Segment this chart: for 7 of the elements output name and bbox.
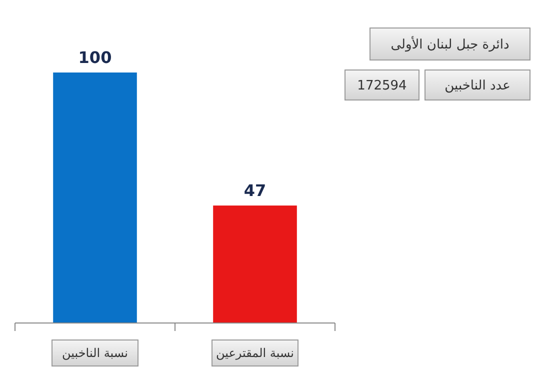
x-tick-label: نسبة الناخبين xyxy=(62,346,128,360)
data-label: 100 xyxy=(78,48,112,67)
x-tick-label: نسبة المقترعين xyxy=(216,346,294,360)
annotation: عدد الناخبين xyxy=(424,70,530,100)
data-label: 47 xyxy=(244,181,266,200)
title: دائرة جبل لبنان الأولى xyxy=(370,28,530,60)
annotation: 172594 xyxy=(344,70,420,100)
